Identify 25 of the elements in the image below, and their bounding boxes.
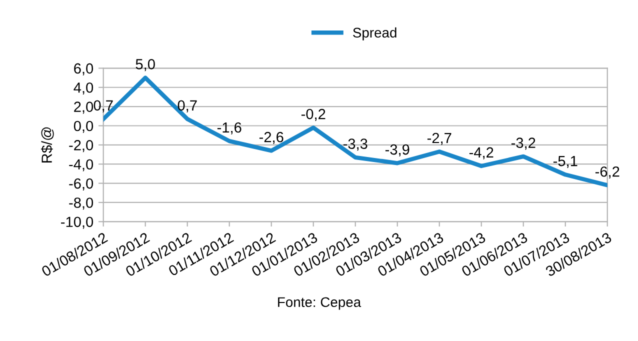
y-tick-label: 4,0: [74, 82, 94, 95]
y-tick-label: -10,0: [61, 216, 94, 229]
y-tick-label: -6,0: [69, 178, 94, 190]
y-tick-label: -8,0: [69, 198, 94, 210]
data-label: -4,2: [469, 147, 494, 160]
data-label: -2,7: [427, 132, 452, 145]
data-label: -3,3: [343, 138, 368, 151]
data-label: -5,1: [553, 156, 578, 168]
y-tick-label: -4,0: [69, 159, 94, 172]
data-label: -2,6: [259, 132, 284, 144]
data-label: 5,0: [136, 59, 155, 72]
data-label: -3,2: [511, 138, 536, 150]
data-label: -1,6: [217, 122, 242, 134]
y-tick-label: 6,0: [74, 63, 94, 76]
legend-label: Spread: [353, 27, 396, 40]
data-label: -3,9: [385, 144, 410, 156]
y-tick-label: 2,0: [74, 102, 94, 114]
data-label: -6,2: [595, 166, 620, 178]
y-axis-title: R$/@: [41, 127, 54, 162]
y-tick-label: -2,0: [69, 140, 94, 152]
data-label: 0,7: [178, 100, 197, 112]
source-note: Fonte: Cepea: [278, 297, 362, 310]
data-label: -0,2: [301, 108, 326, 121]
y-tick-label: 0,0: [74, 120, 94, 133]
data-label: 0,7: [94, 100, 113, 112]
